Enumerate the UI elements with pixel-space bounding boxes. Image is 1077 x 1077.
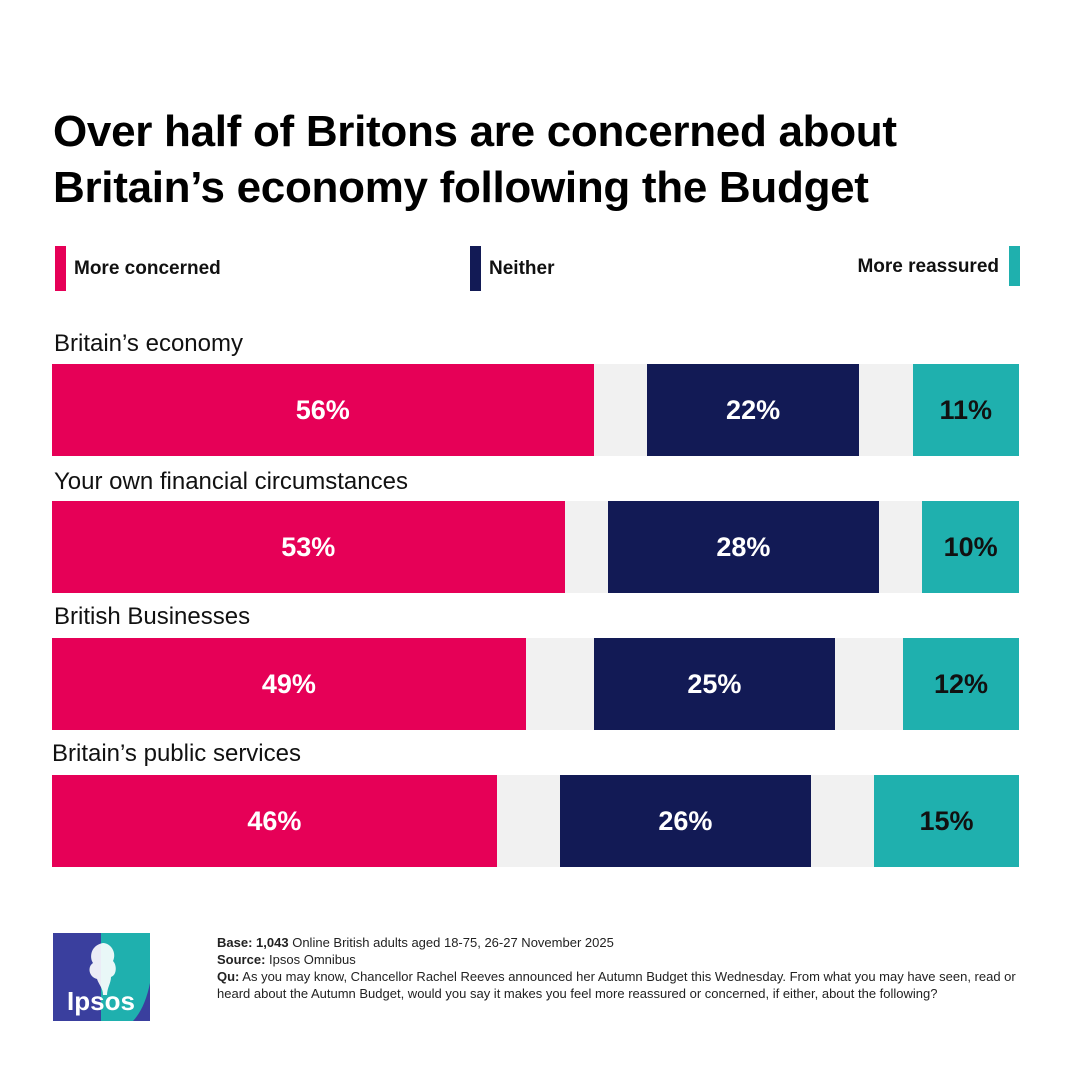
row-label-own-financial-circumstances: Your own financial circumstances <box>54 468 408 495</box>
bar-segment-concerned-british-businesses: 49% <box>52 638 526 730</box>
footnote: Base: 1,043 Online British adults aged 1… <box>217 934 1017 1002</box>
bar-segment-reassured-britains-economy: 11% <box>912 364 1019 456</box>
ipsos-logo: Ipsos <box>53 933 150 1021</box>
data-label-neither-own-financial-circumstances: 28% <box>716 531 771 562</box>
legend-label-neither: Neither <box>489 257 555 279</box>
data-label-reassured-britains-economy: 11% <box>939 394 993 425</box>
bar-public-services: 46% 26% 15% <box>52 775 1019 867</box>
row-label-british-businesses: British Businesses <box>54 603 251 630</box>
data-label-reassured-own-financial-circumstances: 10% <box>943 531 998 562</box>
footnote-source: Source: Ipsos Omnibus <box>217 951 1017 968</box>
data-label-reassured-british-businesses: 12% <box>933 668 988 699</box>
chart-title: Over half of Britons are concerned about… <box>53 104 1013 216</box>
legend-swatch-concerned <box>55 246 66 291</box>
source-text: Ipsos Omnibus <box>269 952 356 967</box>
bar-segment-neither-british-businesses: 25% <box>593 638 836 730</box>
footnote-base: Base: 1,043 Online British adults aged 1… <box>217 934 1017 951</box>
row-label-britains-economy: Britain’s economy <box>54 330 243 357</box>
footnote-question: Qu: As you may know, Chancellor Rachel R… <box>217 968 1017 1002</box>
question-label: Qu: <box>217 969 240 984</box>
bar-segment-reassured-own-financial-circumstances: 10% <box>922 501 1019 593</box>
data-label-concerned-public-services: 46% <box>247 805 302 836</box>
title-line-2: Britain’s economy following the Budget <box>53 163 869 212</box>
bar-segment-reassured-british-businesses: 12% <box>902 638 1019 730</box>
data-label-concerned-own-financial-circumstances: 53% <box>281 531 336 562</box>
logo-text: Ipsos <box>67 986 135 1016</box>
data-label-concerned-britains-economy: 56% <box>295 394 350 425</box>
legend-label-reassured: More reassured <box>857 256 999 277</box>
bar-british-businesses: 49% 25% 12% <box>52 638 1019 730</box>
legend-swatch-neither <box>470 246 481 291</box>
title-line-1: Over half of Britons are concerned about <box>53 107 897 156</box>
bar-own-financial-circumstances: 53% 28% 10% <box>52 501 1019 593</box>
legend-label-concerned: More concerned <box>74 257 221 279</box>
bar-britains-economy: 56% 22% 11% <box>52 364 1019 456</box>
bar-segment-concerned-own-financial-circumstances: 53% <box>52 501 565 593</box>
base-label: Base: <box>217 935 253 950</box>
bar-segment-concerned-britains-economy: 56% <box>52 364 594 456</box>
data-label-reassured-public-services: 15% <box>919 805 974 836</box>
bar-segment-reassured-public-services: 15% <box>873 775 1019 867</box>
bar-segment-neither-public-services: 26% <box>559 775 812 867</box>
data-label-neither-britains-economy: 22% <box>726 394 781 425</box>
bar-segment-concerned-public-services: 46% <box>52 775 497 867</box>
bar-segment-neither-britains-economy: 22% <box>646 364 860 456</box>
legend-swatch-reassured <box>1009 246 1020 286</box>
base-count: 1,043 <box>256 935 289 950</box>
legend-neither: Neither <box>470 246 554 291</box>
data-label-concerned-british-businesses: 49% <box>261 668 316 699</box>
row-label-public-services: Britain’s public services <box>52 740 301 767</box>
legend-more-reassured: More reassured <box>857 246 1020 291</box>
question-text: As you may know, Chancellor Rachel Reeve… <box>217 969 1016 1001</box>
bar-segment-neither-own-financial-circumstances: 28% <box>608 501 879 593</box>
data-label-neither-british-businesses: 25% <box>687 668 742 699</box>
legend-more-concerned: More concerned <box>55 246 221 291</box>
source-label: Source: <box>217 952 266 967</box>
base-text: Online British adults aged 18-75, 26-27 … <box>292 935 614 950</box>
data-label-neither-public-services: 26% <box>658 805 713 836</box>
